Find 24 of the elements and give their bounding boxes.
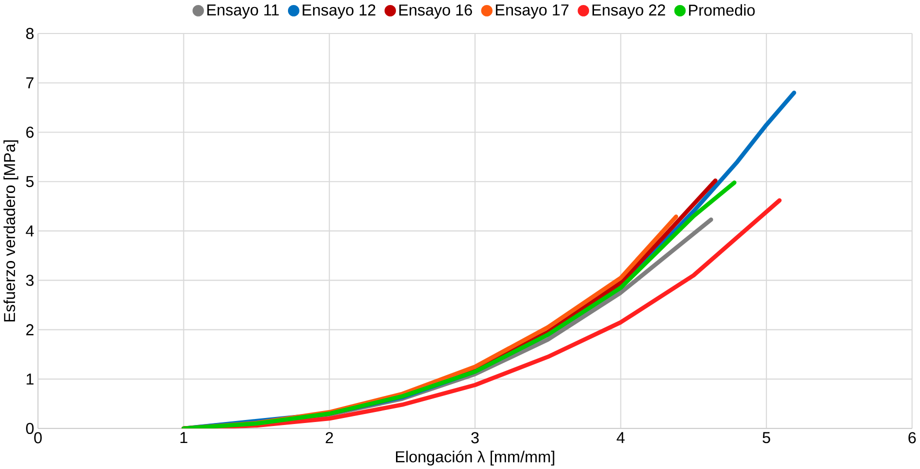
legend-label: Promedio [689, 4, 755, 16]
y-axis-title: Esfuerzo verdadero [MPa] [4, 140, 18, 322]
legend-label: Ensayo 16 [399, 4, 472, 19]
legend-label: Ensayo 12 [302, 4, 376, 19]
y-tick-label: 2 [26, 324, 34, 336]
x-tick-label: 3 [471, 432, 479, 444]
y-tick-label: 1 [26, 374, 34, 384]
y-tick-label: 3 [26, 274, 34, 286]
x-tick-label: 0 [34, 432, 42, 444]
legend-label: Ensayo 22 [592, 4, 666, 19]
x-axis-title: Elongación λ [mm/mm] [396, 450, 554, 466]
y-tick-label: 5 [26, 176, 34, 188]
y-tick-label: 6 [26, 126, 34, 138]
x-tick-label: 5 [762, 432, 770, 444]
y-tick-label: 7 [26, 77, 34, 88]
legend-label: Ensayo 17 [496, 4, 568, 19]
y-tick-label: 8 [26, 28, 34, 40]
legend-label: Ensayo 11 [207, 4, 279, 19]
x-tick-label: 4 [616, 432, 625, 444]
x-tick-label: 2 [326, 432, 333, 444]
x-tick-label: 1 [180, 432, 188, 444]
y-tick-label: 0 [26, 422, 34, 434]
x-tick-label: 6 [908, 432, 916, 444]
y-tick-label: 4 [26, 226, 34, 236]
